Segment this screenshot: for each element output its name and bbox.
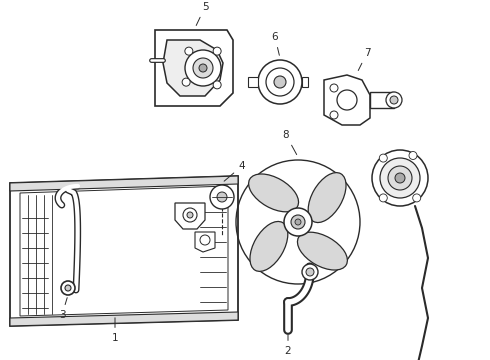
Circle shape bbox=[217, 192, 227, 202]
Polygon shape bbox=[302, 77, 308, 87]
Circle shape bbox=[183, 208, 197, 222]
Polygon shape bbox=[195, 232, 215, 252]
Circle shape bbox=[306, 268, 314, 276]
Circle shape bbox=[409, 152, 417, 159]
Circle shape bbox=[200, 235, 210, 245]
Circle shape bbox=[386, 92, 402, 108]
Text: 9: 9 bbox=[0, 359, 1, 360]
Circle shape bbox=[65, 285, 71, 291]
Circle shape bbox=[210, 185, 234, 209]
Text: 2: 2 bbox=[285, 335, 292, 356]
Polygon shape bbox=[155, 30, 233, 106]
Polygon shape bbox=[370, 92, 394, 108]
Circle shape bbox=[379, 154, 387, 162]
Circle shape bbox=[258, 60, 302, 104]
Circle shape bbox=[185, 50, 221, 86]
Circle shape bbox=[213, 47, 221, 55]
Circle shape bbox=[295, 219, 301, 225]
Polygon shape bbox=[10, 312, 238, 326]
Text: 8: 8 bbox=[283, 130, 296, 154]
Circle shape bbox=[380, 158, 420, 198]
Circle shape bbox=[266, 68, 294, 96]
Circle shape bbox=[291, 215, 305, 229]
Circle shape bbox=[330, 84, 338, 92]
Polygon shape bbox=[248, 77, 258, 87]
Ellipse shape bbox=[297, 232, 347, 270]
Circle shape bbox=[213, 81, 221, 89]
Text: 5: 5 bbox=[196, 2, 208, 26]
Circle shape bbox=[274, 76, 286, 88]
Circle shape bbox=[61, 281, 75, 295]
Polygon shape bbox=[10, 176, 238, 191]
Text: 1: 1 bbox=[112, 318, 118, 343]
Circle shape bbox=[395, 173, 405, 183]
Ellipse shape bbox=[248, 174, 298, 212]
Circle shape bbox=[337, 90, 357, 110]
Circle shape bbox=[182, 78, 190, 86]
Circle shape bbox=[302, 264, 318, 280]
Circle shape bbox=[388, 166, 412, 190]
Text: 4: 4 bbox=[224, 161, 245, 181]
Ellipse shape bbox=[250, 221, 288, 271]
Circle shape bbox=[187, 212, 193, 218]
Circle shape bbox=[330, 111, 338, 119]
Circle shape bbox=[413, 194, 421, 202]
Circle shape bbox=[193, 58, 213, 78]
Text: 6: 6 bbox=[271, 32, 279, 55]
Circle shape bbox=[390, 96, 398, 104]
Text: 7: 7 bbox=[358, 48, 370, 71]
Circle shape bbox=[372, 150, 428, 206]
Polygon shape bbox=[175, 203, 205, 229]
Circle shape bbox=[199, 64, 207, 72]
Polygon shape bbox=[163, 40, 223, 96]
Text: 3: 3 bbox=[59, 298, 67, 320]
Ellipse shape bbox=[308, 172, 346, 222]
Circle shape bbox=[185, 47, 193, 55]
Circle shape bbox=[379, 194, 387, 202]
Circle shape bbox=[284, 208, 312, 236]
Polygon shape bbox=[10, 176, 238, 326]
Polygon shape bbox=[324, 75, 370, 125]
